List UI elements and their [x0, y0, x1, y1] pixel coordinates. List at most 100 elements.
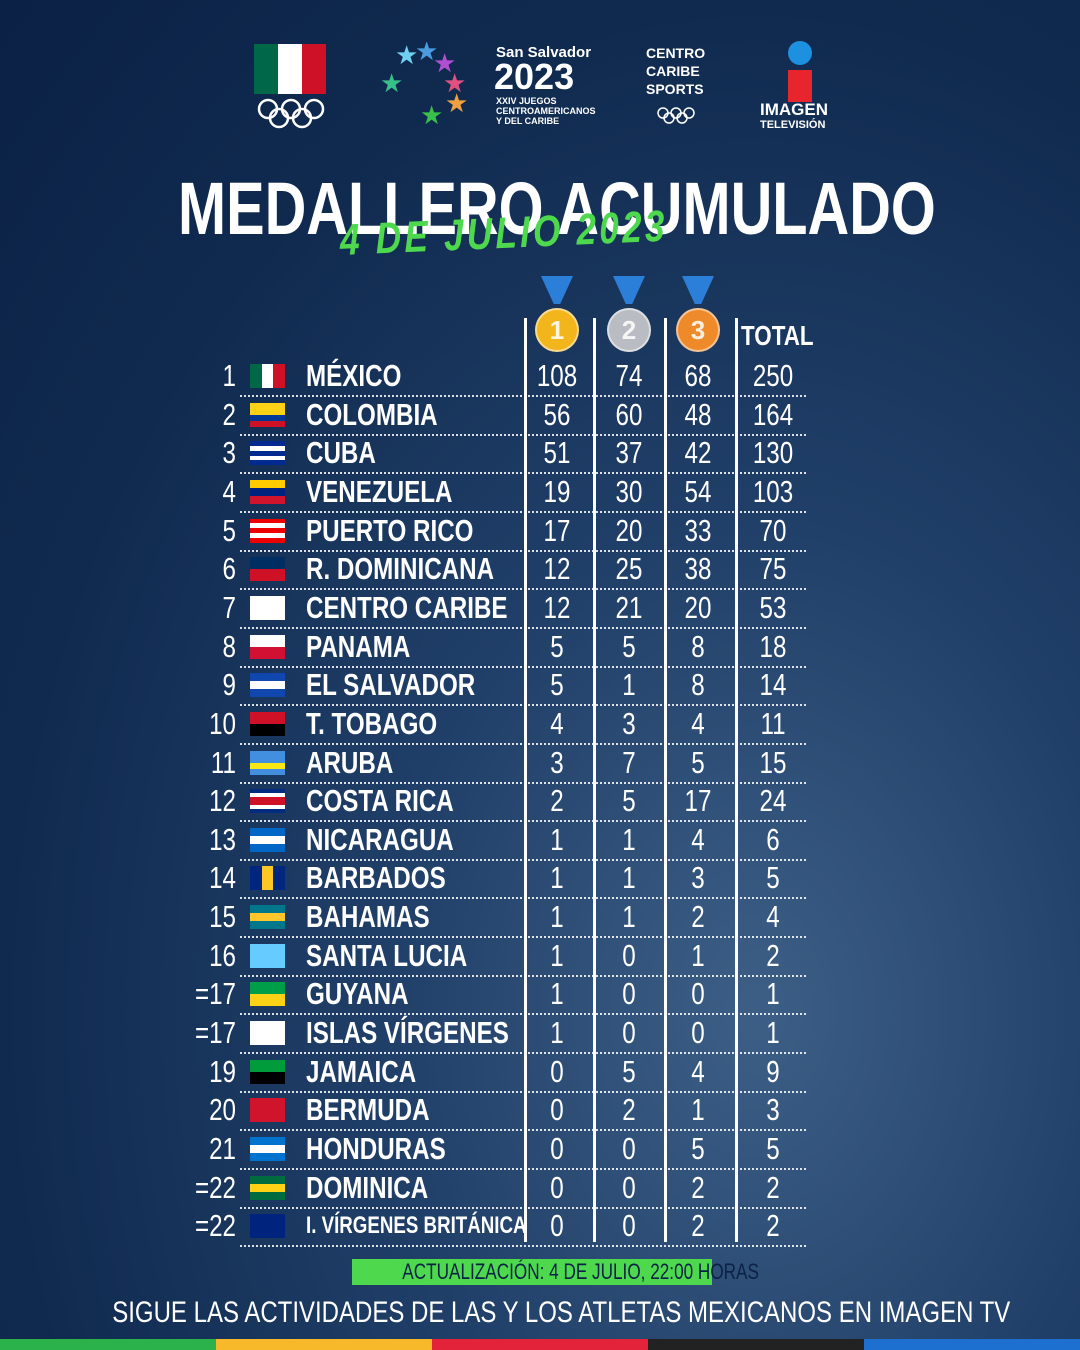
row-separator	[240, 510, 806, 513]
country-name: PANAMA	[306, 628, 411, 664]
medal-count: 0	[622, 1169, 636, 1205]
medal-count: 7	[622, 744, 636, 780]
column-divider	[593, 318, 596, 1242]
medal-count: 3	[691, 860, 705, 896]
svg-text:★: ★	[415, 42, 438, 66]
row-separator	[240, 626, 806, 629]
medal-count: 5	[691, 744, 705, 780]
games-year: 2023	[494, 56, 575, 97]
flag-stripe	[250, 1214, 285, 1239]
row-separator	[240, 781, 806, 784]
rank: =17	[194, 1015, 236, 1051]
country-name: DOMINICA	[306, 1169, 429, 1205]
centro-caribe-logo: CENTRO CARIBE SPORTS	[646, 44, 705, 98]
medal-count: 9	[766, 1053, 780, 1089]
medal-count: 17	[684, 783, 712, 819]
row-separator	[240, 665, 806, 668]
medal-count: 0	[622, 976, 636, 1012]
medal-count: 0	[550, 1053, 564, 1089]
flag-stripe	[261, 866, 274, 891]
medal-ribbon	[613, 276, 645, 304]
flag-stripe	[250, 1137, 285, 1145]
medal-count: 38	[684, 551, 712, 587]
medal-count: 2	[550, 783, 564, 819]
flag-stripe	[250, 809, 285, 814]
row-separator	[240, 974, 806, 977]
medal-count: 1	[766, 976, 780, 1012]
row-separator	[240, 1090, 806, 1093]
country-name: MÉXICO	[306, 358, 402, 393]
flag-stripe	[250, 1175, 285, 1184]
country-name: EL SALVADOR	[306, 667, 476, 703]
medal-count: 2	[766, 937, 780, 973]
medal-count: 14	[759, 667, 787, 703]
svg-text:★: ★	[380, 68, 403, 98]
medal-count: 21	[615, 589, 643, 625]
cta: SIGUE LAS ACTIVIDADES DE LAS Y LOS ATLET…	[0, 1296, 1080, 1330]
flag-stripe	[250, 557, 285, 570]
rank: 16	[209, 937, 236, 973]
flag	[250, 982, 285, 1007]
medal-count: 103	[752, 473, 794, 509]
medal-count: 74	[615, 358, 643, 393]
logo-line: SPORTS	[646, 81, 704, 97]
flag-stripe	[250, 455, 285, 461]
flag-stripe	[250, 523, 285, 529]
rank: 9	[222, 667, 236, 703]
row-separator	[240, 472, 806, 475]
flag-stripe	[250, 450, 285, 456]
flag-stripe	[250, 495, 285, 504]
medal: 3	[676, 308, 720, 352]
rank: 7	[222, 589, 236, 625]
medal-count: 8	[691, 667, 705, 703]
logo-line: CARIBE	[646, 63, 700, 79]
country-name: I. VÍRGENES BRITÁNICA	[306, 1212, 527, 1240]
rank: =22	[194, 1169, 236, 1205]
medal-count: 130	[752, 435, 794, 471]
flag-stripe	[273, 364, 285, 388]
rank: 8	[222, 628, 236, 664]
medal-count: 5	[766, 1131, 780, 1166]
medal-count: 37	[615, 435, 643, 471]
medal-count: 3	[766, 1092, 780, 1128]
medal-count: 164	[752, 396, 794, 432]
flag-stripe	[250, 801, 285, 806]
medal-count: 5	[550, 628, 564, 664]
flag-stripe	[250, 1153, 285, 1161]
flag-stripe	[250, 756, 285, 763]
flag-stripe	[250, 402, 285, 409]
country-name: T. TOBAGO	[306, 705, 438, 741]
medal-count: 1	[550, 860, 564, 896]
medal: 2	[607, 308, 651, 352]
imagen-text: IMAGEN	[760, 100, 828, 119]
flag-stripe	[250, 1021, 285, 1046]
row-separator	[240, 936, 806, 939]
medal-count: 6	[766, 821, 780, 857]
medal-count: 2	[766, 1169, 780, 1205]
medal-count: 4	[766, 899, 780, 935]
column-divider	[735, 318, 738, 1242]
medal-count: 1	[622, 899, 636, 935]
flag-stripe	[250, 408, 285, 415]
flag-stripe	[250, 789, 285, 794]
rank: 11	[210, 744, 236, 780]
medal-count: 20	[684, 589, 712, 625]
medal: 1	[535, 308, 579, 352]
medal-count: 19	[543, 473, 571, 509]
medal-count: 1	[550, 899, 564, 935]
medal-count: 5	[691, 1131, 705, 1166]
medal-count: 2	[622, 1092, 636, 1128]
rank: 5	[222, 512, 236, 548]
flag	[250, 557, 285, 582]
medal-count: 0	[622, 1131, 636, 1166]
medal-count: 2	[766, 1208, 780, 1244]
row-separator	[240, 1206, 806, 1209]
country-name: CUBA	[306, 435, 376, 471]
flag-stripe	[250, 843, 285, 852]
country-name: ISLAS VÍRGENES	[306, 1015, 509, 1051]
flag-stripe	[250, 943, 285, 968]
medal-count: 0	[550, 1131, 564, 1166]
medal-count: 30	[615, 473, 643, 509]
flag	[250, 827, 285, 852]
games-emblem: ★★★★★★★	[380, 42, 468, 130]
